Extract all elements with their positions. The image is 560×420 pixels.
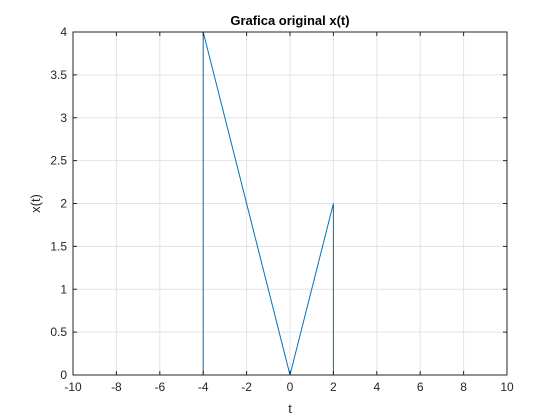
y-tick-label: 1.5 [50,239,67,253]
x-axis-label: t [288,401,292,416]
y-tick-label: 0 [60,368,67,382]
ticks [72,31,508,376]
x-tick-labels: -10 -8 -6 -4 -2 0 2 4 6 8 10 [64,380,514,394]
x-tick-label: -8 [111,380,122,394]
y-tick-label: 4 [60,25,67,39]
y-tick-label: 3 [60,111,67,125]
y-tick-label: 0.5 [50,325,67,339]
y-axis-label: x(t) [28,194,43,213]
x-tick-label: -6 [154,380,165,394]
x-tick-label: 8 [460,380,467,394]
x-tick-label: 10 [500,380,514,394]
chart-title: Grafica original x(t) [230,13,349,28]
x-tick-label: 0 [287,380,294,394]
x-tick-label: -2 [241,380,252,394]
x-tick-label: 6 [417,380,424,394]
x-tick-label: 2 [330,380,337,394]
x-tick-label: 4 [373,380,380,394]
y-tick-label: 2 [60,197,67,211]
y-tick-label: 3.5 [50,68,67,82]
y-tick-label: 1 [60,282,67,296]
x-tick-label: -4 [198,380,209,394]
y-tick-labels: 0 0.5 1 1.5 2 2.5 3 3.5 4 [50,25,67,382]
x-tick-label: -10 [64,380,82,394]
y-tick-label: 2.5 [50,154,67,168]
